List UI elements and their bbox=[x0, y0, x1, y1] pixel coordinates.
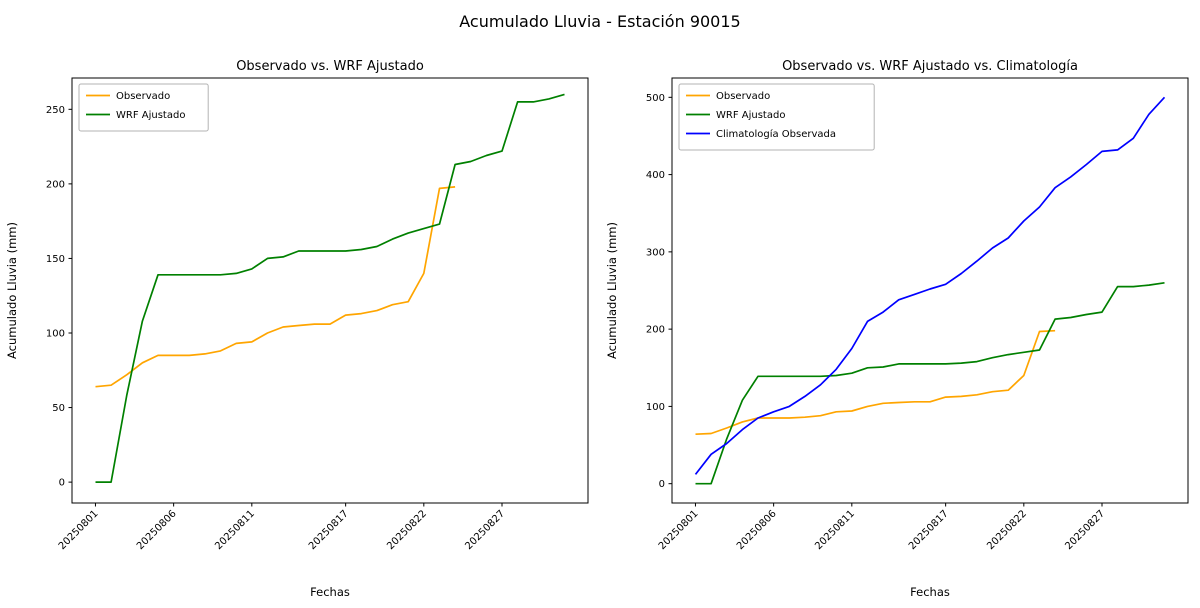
x-tick-label: 20250801 bbox=[57, 508, 101, 552]
y-tick-label: 100 bbox=[646, 402, 665, 413]
legend-label-observado: Observado bbox=[116, 91, 170, 102]
y-tick-label: 0 bbox=[659, 479, 665, 490]
x-tick-label: 20250811 bbox=[213, 508, 257, 552]
y-tick-label: 200 bbox=[646, 325, 665, 336]
legend: Observado WRF Ajustado Climatología Observ… bbox=[678, 83, 875, 151]
y-tick-label: 300 bbox=[646, 247, 665, 258]
y-tick-label: 100 bbox=[46, 329, 65, 340]
legend-label-observado: Observado bbox=[716, 91, 770, 102]
x-tick-label: 20250801 bbox=[657, 508, 701, 552]
y-axis-label: Acumulado Lluvia (mm) bbox=[605, 222, 619, 359]
x-axis-label: Fechas bbox=[310, 585, 350, 599]
x-tick-label: 20250811 bbox=[813, 508, 857, 552]
line-observado bbox=[695, 329, 1056, 436]
x-tick-label: 20250822 bbox=[985, 508, 1029, 552]
legend-label-climatolog-a-observada: Climatología Observada bbox=[716, 128, 836, 140]
figure-title: Acumulado Lluvia - Estación 90015 bbox=[459, 12, 741, 31]
y-tick-label: 400 bbox=[646, 170, 665, 181]
line-observado bbox=[95, 186, 456, 388]
x-tick-label: 20250806 bbox=[135, 508, 179, 552]
chart-observado-vs-wrf: 0 50 100 150 200 250 20250801 20250806 20250811 2… bbox=[5, 59, 589, 599]
legend-label-wrf-ajustado: WRF Ajustado bbox=[116, 110, 185, 121]
subplot-title: Observado vs. WRF Ajustado bbox=[236, 59, 424, 74]
x-tick-label: 20250817 bbox=[907, 508, 951, 552]
legend-label-wrf-ajustado: WRF Ajustado bbox=[716, 110, 785, 121]
x-tick-label: 20250827 bbox=[463, 508, 507, 552]
line-wrf-ajustado bbox=[95, 93, 565, 483]
y-tick-label: 500 bbox=[646, 93, 665, 104]
chart-observado-vs-wrf-vs-climatologia: 0 100 200 300 400 500 20250801 20250806 20250811… bbox=[605, 59, 1189, 599]
x-tick-label: 20250827 bbox=[1063, 508, 1107, 552]
x-tick-label: 20250806 bbox=[735, 508, 779, 552]
charts-row: 0 50 100 150 200 250 20250801 20250806 20250811 2… bbox=[0, 56, 1200, 608]
x-tick-label: 20250822 bbox=[385, 508, 429, 552]
axes-frame bbox=[71, 77, 589, 504]
y-tick-label: 150 bbox=[46, 254, 65, 265]
line-climatolog-a-observada bbox=[694, 96, 1166, 475]
y-tick-label: 0 bbox=[59, 478, 65, 489]
y-tick-label: 50 bbox=[52, 403, 65, 414]
y-tick-label: 250 bbox=[46, 105, 65, 116]
y-tick-label: 200 bbox=[46, 179, 65, 190]
subplot-title: Observado vs. WRF Ajustado vs. Climatolo… bbox=[782, 59, 1078, 74]
x-axis-label: Fechas bbox=[910, 585, 950, 599]
y-axis-label: Acumulado Lluvia (mm) bbox=[5, 222, 19, 359]
legend-box bbox=[78, 83, 209, 132]
legend: Observado WRF Ajustado bbox=[78, 83, 209, 132]
line-wrf-ajustado bbox=[695, 281, 1165, 485]
axes-frame bbox=[671, 77, 1189, 504]
x-tick-label: 20250817 bbox=[307, 508, 351, 552]
legend-box bbox=[678, 83, 875, 151]
